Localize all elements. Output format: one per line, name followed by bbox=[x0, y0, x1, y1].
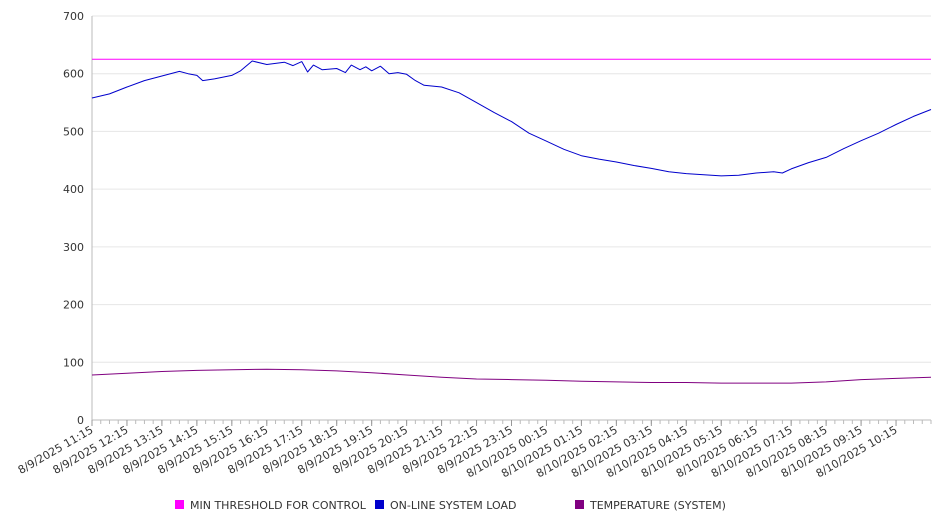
y-tick-label: 600 bbox=[63, 68, 84, 81]
legend: MIN THRESHOLD FOR CONTROL ON-LINE SYSTEM … bbox=[175, 499, 726, 512]
legend-swatch bbox=[575, 500, 584, 509]
y-tick-label: 200 bbox=[63, 299, 84, 312]
legend-label: ON-LINE SYSTEM LOAD bbox=[390, 499, 516, 512]
y-tick-label: 700 bbox=[63, 10, 84, 23]
legend-label: TEMPERATURE (SYSTEM) bbox=[589, 499, 726, 512]
y-tick-label: 400 bbox=[63, 183, 84, 196]
legend-label: MIN THRESHOLD FOR CONTROL bbox=[190, 499, 367, 512]
series-line-3 bbox=[91, 368, 932, 384]
y-tick-label: 300 bbox=[63, 241, 84, 254]
legend-swatch bbox=[175, 500, 184, 509]
series-line-2 bbox=[91, 60, 932, 177]
legend-swatch bbox=[375, 500, 384, 509]
y-tick-label: 100 bbox=[63, 356, 84, 369]
grid bbox=[92, 15, 931, 421]
y-tick-label: 0 bbox=[77, 414, 84, 427]
y-tick-label: 500 bbox=[63, 125, 84, 138]
series-group bbox=[91, 58, 932, 384]
